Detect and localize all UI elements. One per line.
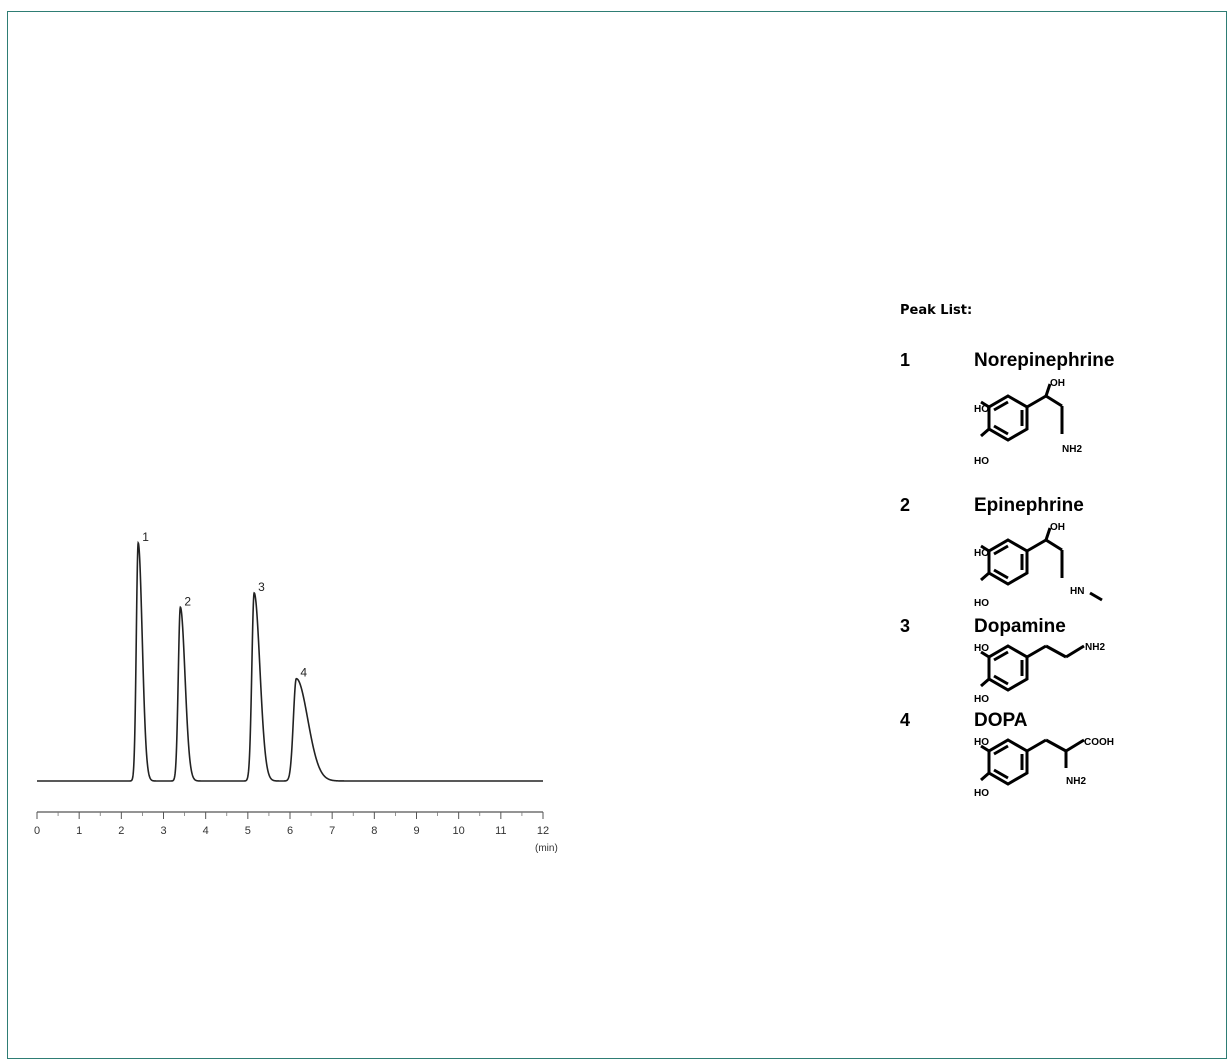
peak-1-number: 1	[900, 350, 911, 370]
peak-3-name: Dopamine	[974, 616, 1066, 637]
dopa-structure: HO HO COOH NH2	[974, 737, 1114, 799]
dopa-ho-bottom-label: HO	[974, 788, 989, 799]
peak-1-name: Norepinephrine	[974, 350, 1115, 371]
x-tick-label: 10	[453, 825, 465, 837]
dopamine-ho-top-label: HO	[974, 643, 989, 654]
x-tick-label: 6	[287, 825, 293, 837]
peak-2-name: Epinephrine	[974, 495, 1084, 516]
epinephrine-structure: OH HO HO HN	[974, 522, 1103, 609]
epinephrine-ho-top-label: HO	[974, 548, 989, 559]
peak-label-2: 2	[184, 594, 191, 608]
peak-label-4: 4	[300, 666, 307, 680]
peak-4-number: 4	[900, 710, 911, 730]
x-tick-label: 5	[245, 825, 251, 837]
epinephrine-oh-label: OH	[1050, 522, 1065, 533]
dopa-nh2-label: NH2	[1066, 776, 1086, 787]
x-tick-label: 4	[203, 825, 209, 837]
peak-2-number: 2	[900, 495, 911, 515]
dopamine-structure: HO HO NH2	[974, 642, 1105, 705]
x-tick-label: 9	[413, 825, 419, 837]
chromatogram-trace	[37, 540, 543, 782]
figure-frame	[7, 11, 1227, 1059]
norepinephrine-oh-label: OH	[1050, 378, 1065, 389]
peak-label-3: 3	[258, 580, 265, 594]
x-tick-label: 1	[76, 825, 82, 837]
x-tick-label: 2	[118, 825, 124, 837]
norepinephrine-ho-bottom-label: HO	[974, 456, 989, 466]
peak-list-title: Peak List:	[900, 303, 973, 318]
x-tick-label: 8	[371, 825, 377, 837]
norepinephrine-structure: OH HO HO NH2	[974, 378, 1082, 466]
epinephrine-ho-bottom-label: HO	[974, 598, 989, 609]
x-tick-label: 11	[495, 825, 506, 837]
norepinephrine-nh2-label: NH2	[1062, 444, 1082, 455]
x-tick-label: 3	[160, 825, 166, 837]
x-tick-label: 0	[34, 825, 40, 837]
dopamine-ho-bottom-label: HO	[974, 694, 989, 705]
x-tick-label: 7	[329, 825, 335, 837]
dopa-cooh-label: COOH	[1084, 737, 1114, 748]
norepinephrine-ho-top-label: HO	[974, 404, 989, 415]
x-unit-label: (min)	[535, 843, 558, 854]
dopamine-nh2-label: NH2	[1085, 642, 1105, 653]
epinephrine-hn-label: HN	[1070, 586, 1084, 597]
peak-label-1: 1	[142, 530, 149, 544]
dopa-ho-top-label: HO	[974, 737, 989, 748]
peak-3-number: 3	[900, 616, 911, 636]
peak-4-name: DOPA	[974, 710, 1028, 731]
x-tick-label: 12	[537, 825, 549, 837]
